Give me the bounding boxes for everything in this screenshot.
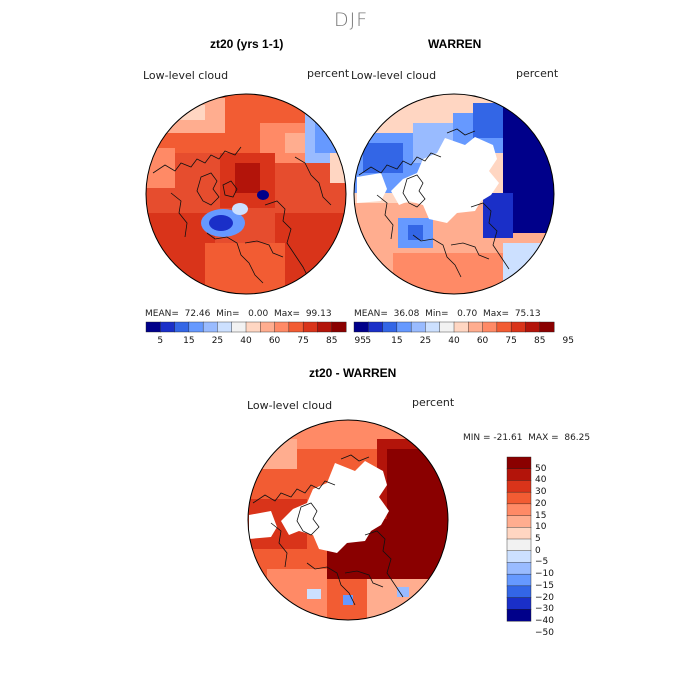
colorbar-tick-label: 5 bbox=[365, 336, 372, 346]
colorbar-swatch bbox=[331, 321, 347, 333]
right-units-label: percent bbox=[516, 67, 559, 80]
colorbar-tick-label: 40 bbox=[240, 336, 252, 346]
left-stats: MEAN= 72.46 Min= 0.00 Max= 99.13 bbox=[145, 309, 332, 319]
colorbar-swatch bbox=[174, 321, 190, 333]
diff-colorbar-swatch bbox=[506, 503, 532, 517]
colorbar-swatch bbox=[231, 321, 247, 333]
left-units-label: percent bbox=[307, 67, 350, 80]
diff-colorbar-swatch bbox=[506, 480, 532, 493]
right-colorbar bbox=[353, 321, 555, 333]
right-variable-label: Low-level cloud bbox=[351, 69, 437, 82]
colorbar-swatch bbox=[274, 321, 290, 333]
diff-colorbar bbox=[506, 456, 532, 622]
colorbar-swatch bbox=[260, 321, 276, 333]
colorbar-swatch bbox=[188, 321, 204, 333]
colorbar-tick-label: 95 bbox=[354, 336, 367, 346]
right-map-field bbox=[354, 94, 554, 294]
colorbar-tick-label: 15 bbox=[183, 336, 195, 346]
diff-units-label: percent bbox=[412, 396, 455, 409]
colorbar-tick-label: 75 bbox=[297, 336, 309, 346]
colorbar-swatch bbox=[145, 321, 161, 333]
colorbar-swatch bbox=[482, 321, 498, 333]
colorbar-tick-label: 25 bbox=[211, 336, 224, 346]
colorbar-tick-label: 15 bbox=[391, 336, 403, 346]
diff-colorbar-tick-label: −40 bbox=[535, 616, 554, 626]
diff-colorbar-tick-label: 5 bbox=[535, 534, 541, 544]
right-panel-title: WARREN bbox=[428, 37, 482, 51]
right-stats: MEAN= 36.08 Min= 0.70 Max= 75.13 bbox=[354, 309, 541, 319]
colorbar-swatch bbox=[525, 321, 541, 333]
diff-variable-label: Low-level cloud bbox=[247, 399, 333, 412]
diff-colorbar-tick-label: 20 bbox=[535, 498, 547, 509]
right-polar-map bbox=[353, 93, 555, 295]
colorbar-tick-label: 25 bbox=[419, 336, 432, 346]
diff-colorbar-swatch bbox=[506, 573, 532, 587]
left-polar-map bbox=[145, 93, 347, 295]
colorbar-swatch bbox=[302, 321, 318, 333]
diff-colorbar-tick-label: 30 bbox=[535, 487, 547, 498]
colorbar-tick-label: 75 bbox=[505, 336, 517, 346]
colorbar-tick-label: 85 bbox=[533, 336, 546, 346]
colorbar-swatch bbox=[353, 321, 369, 333]
diff-colorbar-swatch bbox=[506, 597, 532, 610]
diff-panel-title: zt20 - WARREN bbox=[309, 366, 397, 380]
left-variable-label: Low-level cloud bbox=[143, 69, 229, 82]
diff-colorbar-swatches bbox=[506, 456, 532, 622]
diff-colorbar-tick-label: −50 bbox=[535, 627, 554, 638]
right-colorbar-swatches bbox=[353, 321, 555, 333]
colorbar-swatch bbox=[468, 321, 484, 333]
diff-colorbar-tick-label: −10 bbox=[535, 569, 554, 580]
colorbar-swatch bbox=[288, 321, 304, 333]
diff-colorbar-swatch bbox=[506, 491, 532, 505]
colorbar-swatch bbox=[539, 321, 555, 333]
colorbar-swatch bbox=[439, 321, 455, 333]
diff-colorbar-tick-label: 15 bbox=[535, 510, 547, 521]
colorbar-swatch bbox=[368, 321, 384, 333]
colorbar-tick-label: 95 bbox=[562, 336, 575, 346]
diff-colorbar-swatch bbox=[506, 456, 532, 470]
colorbar-tick-label: 60 bbox=[476, 336, 489, 346]
diff-colorbar-swatch bbox=[506, 585, 532, 599]
diff-minmax: MIN = -21.61 MAX = 86.25 bbox=[463, 433, 591, 443]
colorbar-swatch bbox=[217, 321, 233, 333]
diff-colorbar-tick-label: 50 bbox=[535, 463, 547, 474]
colorbar-swatch bbox=[510, 321, 526, 333]
diff-colorbar-swatch bbox=[506, 468, 532, 481]
right-coastlines bbox=[358, 128, 510, 278]
diff-coastlines bbox=[252, 454, 404, 606]
left-colorbar bbox=[145, 321, 347, 333]
diff-colorbar-tick-label: 10 bbox=[535, 522, 547, 533]
diff-colorbar-tick-label: −20 bbox=[535, 592, 554, 603]
colorbar-swatch bbox=[410, 321, 426, 333]
left-coastlines bbox=[152, 146, 332, 284]
diff-colorbar-swatch bbox=[506, 562, 532, 575]
colorbar-swatch bbox=[160, 321, 176, 333]
left-colorbar-swatches bbox=[145, 321, 347, 333]
diff-colorbar-swatch bbox=[506, 515, 532, 528]
diff-colorbar-tick-label: 40 bbox=[535, 475, 547, 486]
diff-colorbar-tick-label: −5 bbox=[535, 557, 549, 568]
season-title: DJF bbox=[334, 9, 369, 31]
diff-colorbar-tick-label: 0 bbox=[535, 545, 541, 556]
colorbar-swatch bbox=[202, 321, 218, 333]
diff-polar-map bbox=[247, 419, 449, 621]
colorbar-swatch bbox=[453, 321, 469, 333]
colorbar-swatch bbox=[425, 321, 441, 333]
colorbar-swatch bbox=[396, 321, 412, 333]
colorbar-tick-label: 5 bbox=[157, 336, 164, 346]
colorbar-tick-label: 85 bbox=[325, 336, 338, 346]
diff-colorbar-tick-label: −30 bbox=[535, 604, 554, 615]
colorbar-tick-label: 40 bbox=[448, 336, 460, 346]
left-panel-title: zt20 (yrs 1-1) bbox=[210, 37, 284, 51]
diff-colorbar-tick-label: −15 bbox=[535, 580, 554, 591]
diff-colorbar-swatch bbox=[506, 527, 532, 540]
colorbar-swatch bbox=[382, 321, 398, 333]
diff-colorbar-swatch bbox=[506, 538, 532, 552]
colorbar-swatch bbox=[496, 321, 512, 333]
diff-colorbar-swatch bbox=[506, 609, 532, 622]
colorbar-tick-label: 60 bbox=[268, 336, 281, 346]
colorbar-swatch bbox=[245, 321, 261, 333]
colorbar-swatch bbox=[317, 321, 333, 333]
diff-colorbar-swatch bbox=[506, 550, 532, 563]
